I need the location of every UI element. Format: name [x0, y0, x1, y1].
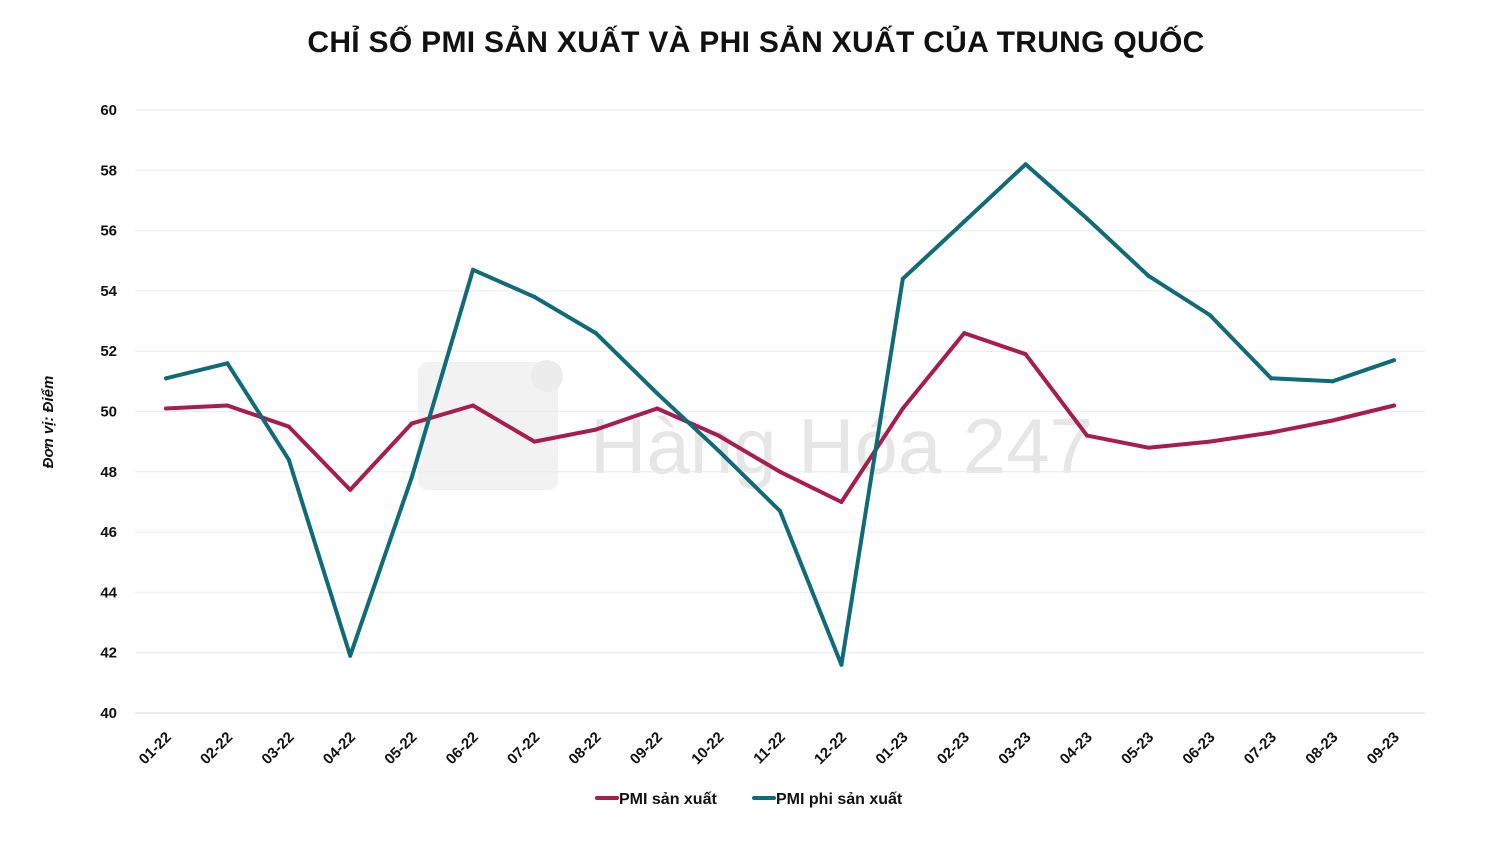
data-point: [164, 406, 168, 411]
data-point: [1207, 313, 1212, 318]
data-point: [225, 403, 230, 408]
watermark-text: Hàng Hóa 247: [590, 402, 1093, 490]
y-tick-label: 42: [100, 645, 117, 662]
data-point: [471, 267, 475, 272]
data-point: [1085, 216, 1089, 221]
data-point: [286, 457, 291, 462]
data-point: [778, 508, 782, 513]
data-point: [164, 376, 168, 381]
y-tick-label: 52: [100, 343, 117, 360]
data-point: [655, 406, 660, 411]
y-axis-ticks: 40 42 44 46 48 50 52 54 56 58 60: [100, 102, 117, 722]
data-point: [409, 421, 414, 426]
y-tick-label: 60: [100, 102, 117, 119]
series-lines: [164, 162, 1396, 667]
gridlines: [135, 109, 1425, 714]
x-tick-label: 09-23: [1364, 729, 1403, 768]
data-point: [1207, 439, 1212, 444]
data-point: [593, 427, 598, 432]
data-point: [1023, 162, 1028, 167]
x-tick-label: 05-23: [1118, 729, 1157, 768]
data-point: [593, 331, 598, 336]
x-tick-label: 10-22: [688, 729, 727, 768]
watermark: Hàng Hóa 247: [418, 360, 1093, 490]
y-tick-label: 40: [100, 705, 117, 722]
data-point: [1085, 433, 1089, 438]
x-tick-label: 06-23: [1179, 729, 1218, 768]
x-tick-label: 04-23: [1057, 729, 1096, 768]
x-tick-label: 12-22: [811, 729, 850, 768]
data-point: [655, 391, 660, 396]
data-point: [962, 331, 967, 336]
data-point: [532, 294, 537, 299]
legend-label-2[interactable]: PMI phi sản xuất: [776, 791, 903, 808]
watermark-logo-dot: [531, 360, 563, 392]
legend-label-1[interactable]: PMI sản xuất: [619, 791, 717, 808]
x-tick-label: 01-22: [136, 729, 175, 768]
x-tick-label: 09-22: [627, 729, 666, 768]
data-point: [1392, 358, 1396, 363]
x-tick-label: 02-23: [934, 729, 973, 768]
y-tick-label: 46: [100, 524, 117, 541]
chart-title: CHỈ SỐ PMI SẢN XUẤT VÀ PHI SẢN XUẤT CỦA …: [307, 26, 1205, 59]
data-point: [1269, 430, 1274, 435]
data-point: [1146, 273, 1151, 278]
data-point: [900, 406, 905, 411]
x-tick-label: 05-22: [381, 729, 420, 768]
legend[interactable]: PMI sản xuất PMI phi sản xuất: [595, 791, 903, 808]
y-tick-label: 56: [100, 223, 117, 240]
data-point: [1392, 403, 1396, 408]
data-point: [409, 475, 414, 480]
x-tick-label: 03-23: [995, 729, 1034, 768]
y-tick-label: 58: [100, 162, 117, 179]
data-point: [839, 499, 844, 504]
x-axis-ticks: 01-22 02-22 03-22 04-22 05-22 06-22 07-22 08-22…: [136, 729, 1403, 768]
y-tick-label: 44: [100, 584, 117, 601]
data-point: [716, 433, 721, 438]
x-tick-label: 11-22: [750, 729, 789, 768]
data-point: [716, 448, 721, 453]
data-point: [1330, 379, 1335, 384]
x-tick-label: 01-23: [872, 729, 911, 768]
data-point: [778, 469, 782, 474]
x-tick-label: 03-22: [258, 729, 297, 768]
data-point: [1269, 376, 1274, 381]
data-point: [1330, 418, 1335, 423]
data-point: [348, 487, 353, 492]
data-point: [900, 276, 905, 281]
data-point: [348, 653, 353, 658]
data-point: [962, 219, 967, 224]
y-tick-label: 48: [100, 464, 117, 481]
x-tick-label: 07-22: [504, 729, 543, 768]
x-tick-label: 04-22: [320, 729, 359, 768]
data-point: [1023, 352, 1028, 357]
data-point: [532, 439, 537, 444]
x-tick-label: 07-23: [1241, 729, 1280, 768]
data-point: [1146, 445, 1151, 450]
watermark-logo: [418, 362, 558, 490]
x-tick-label: 08-22: [565, 729, 604, 768]
y-axis-label: Đơn vị: Điểm: [40, 376, 57, 469]
x-tick-label: 02-22: [197, 729, 236, 768]
y-tick-label: 50: [100, 404, 117, 421]
data-point: [225, 361, 230, 366]
data-point: [839, 662, 844, 667]
x-tick-label: 06-22: [443, 729, 482, 768]
y-tick-label: 54: [100, 283, 117, 300]
x-tick-label: 08-23: [1302, 729, 1341, 768]
data-point: [471, 403, 475, 408]
data-point: [286, 424, 291, 429]
